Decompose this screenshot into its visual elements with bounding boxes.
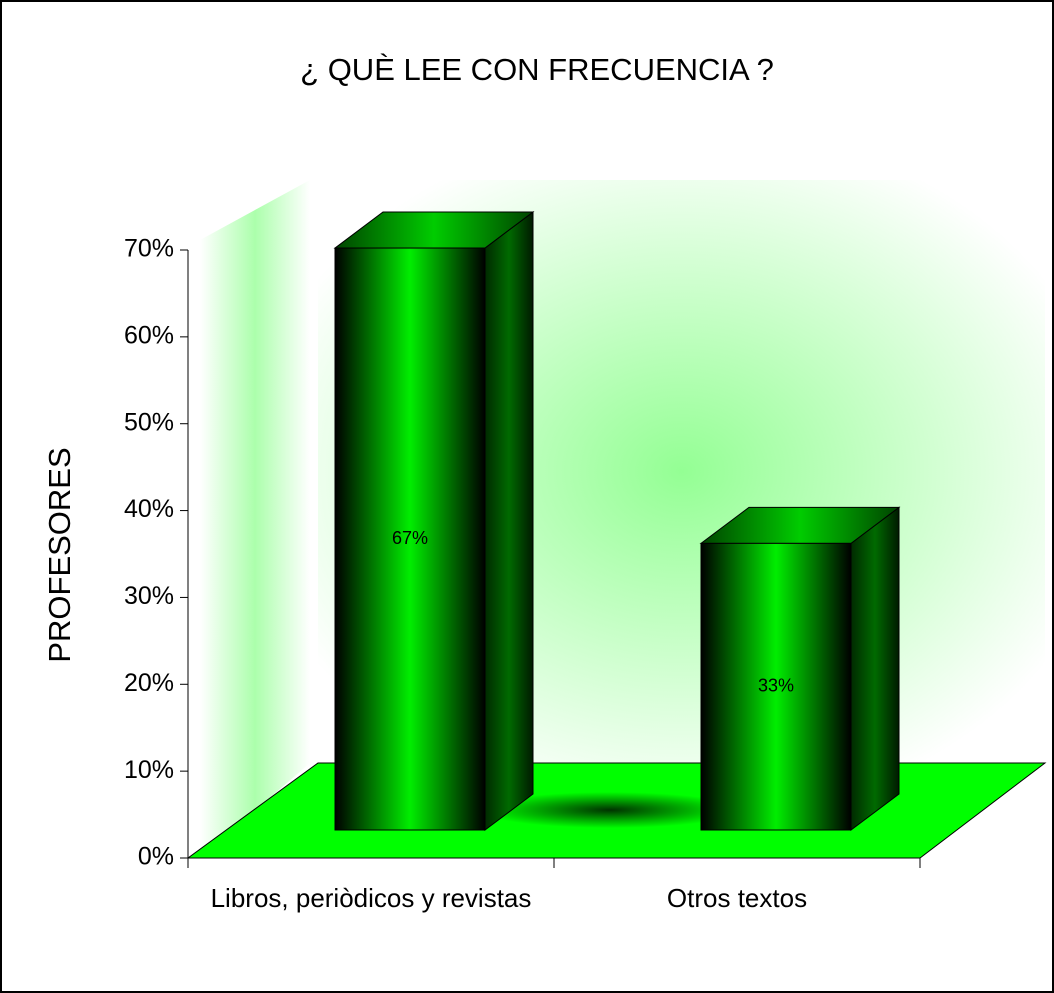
y-axis-label: PROFESORES bbox=[42, 447, 77, 662]
bar bbox=[699, 506, 901, 831]
y-tick-label: 20% bbox=[124, 669, 174, 697]
bar-side bbox=[484, 211, 534, 831]
x-tick-label: Otros textos bbox=[666, 883, 808, 913]
y-tick-label: 10% bbox=[124, 756, 174, 784]
y-tick-label: 40% bbox=[124, 495, 174, 523]
y-tick-label: 30% bbox=[124, 582, 174, 610]
side-wall bbox=[200, 180, 310, 858]
bar-front bbox=[334, 247, 486, 831]
bar-side bbox=[850, 506, 900, 831]
floor-shadow bbox=[480, 792, 740, 828]
value-label: 67% bbox=[392, 528, 428, 548]
y-tick-label: 50% bbox=[124, 408, 174, 436]
y-tick-label: 0% bbox=[138, 843, 174, 871]
value-label: 33% bbox=[758, 675, 794, 695]
x-tick-label: Libros, periòdicos y revistas bbox=[210, 883, 532, 913]
bar-front bbox=[700, 542, 852, 831]
chart-title: ¿ QUÈ LEE CON FRECUENCIA ? bbox=[300, 52, 774, 87]
y-tick-label: 60% bbox=[124, 321, 174, 349]
bar bbox=[333, 211, 535, 831]
y-tick-label: 70% bbox=[124, 235, 174, 263]
